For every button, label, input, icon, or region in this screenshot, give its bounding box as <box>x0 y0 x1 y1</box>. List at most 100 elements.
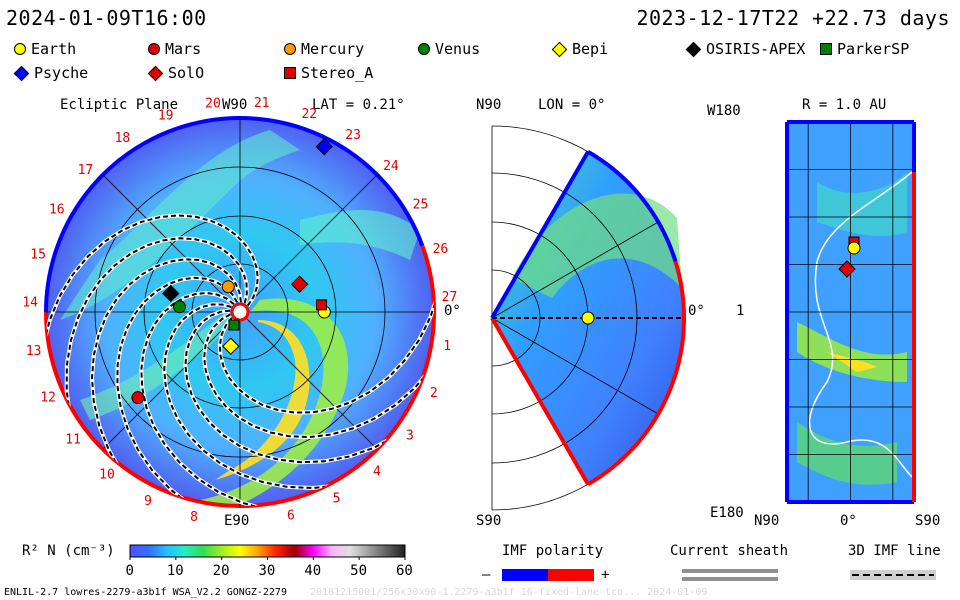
imf-line-6 <box>184 309 399 464</box>
sphere-r-label: R = 1.0 AU <box>802 97 887 113</box>
legend-label: Venus <box>435 40 481 58</box>
imf-positive-swatch <box>548 569 594 581</box>
carrington-label-8: 8 <box>190 510 198 525</box>
carrington-label-11: 11 <box>65 433 81 448</box>
carrington-label-9: 9 <box>144 494 152 509</box>
legend-label: Psyche <box>34 64 89 82</box>
legend-item-solo: SolO <box>147 64 205 82</box>
right-datetime: 2023-12-17T22 +22.73 days <box>636 6 950 30</box>
cme-core <box>215 320 310 480</box>
meridional-edge-negative <box>490 150 590 320</box>
imf-negative-swatch <box>502 569 548 581</box>
meridional-radial <box>491 317 659 415</box>
ecliptic-lat-label: LAT = 0.21° <box>312 97 405 113</box>
ecliptic-body-mercury <box>221 280 235 294</box>
colorbar-tick-50: 50 <box>350 563 368 579</box>
carrington-label-23: 23 <box>345 128 361 143</box>
carrington-label-2: 2 <box>430 386 438 401</box>
carrington-label-6: 6 <box>287 509 295 524</box>
legend-label: ParkerSP <box>837 40 910 58</box>
meridional-rim-negative <box>586 149 678 262</box>
imf-line-2 <box>90 258 242 475</box>
legend-label: OSIRIS-APEX <box>706 40 806 58</box>
colorbar-label: R² N (cm⁻³) <box>22 543 115 559</box>
carrington-label-21: 21 <box>254 96 270 111</box>
sun-marker <box>230 302 250 322</box>
carrington-label-10: 10 <box>99 468 115 483</box>
legend-label: Mars <box>165 40 202 58</box>
carrington-label-24: 24 <box>383 159 399 174</box>
meridional-top-label: N90 <box>476 97 502 113</box>
carrington-label-13: 13 <box>26 344 42 359</box>
ecliptic-body-stereo-a <box>316 299 328 311</box>
legend-item-osiris-apex: OSIRIS-APEX <box>685 40 806 58</box>
carrington-label-3: 3 <box>406 428 414 443</box>
ecliptic-rim-negative <box>44 116 425 313</box>
footer-right: 20181215001/256x30x90-1.2279-a3b1f 16-fi… <box>310 587 708 598</box>
imf-line-7 <box>203 313 434 439</box>
carrington-label-5: 5 <box>333 492 341 507</box>
current-sheath-label: Current sheath <box>670 543 789 559</box>
imf-line-0 <box>46 214 259 347</box>
ecliptic-title: Ecliptic Plane <box>60 97 179 113</box>
circle-marker-icon <box>14 43 26 55</box>
colorbar-tick-30: 30 <box>258 563 276 579</box>
imf-line-3 <box>116 276 239 506</box>
imf-minus-label: – <box>482 567 491 583</box>
carrington-label-25: 25 <box>413 198 429 213</box>
imf-line-5 <box>163 303 341 490</box>
sphere-feature-2 <box>827 352 877 372</box>
imf-line-1 <box>65 237 248 419</box>
ecliptic-right-label: 0° <box>444 303 461 319</box>
ecliptic-body-osiris-apex <box>162 284 180 303</box>
legend-item-psyche: Psyche <box>13 64 89 82</box>
legend-item-bepi: Bepi <box>551 40 608 58</box>
ecliptic-body-mars <box>131 391 145 405</box>
meridional-body-earth <box>581 311 595 325</box>
sphere-feature-3 <box>797 422 897 485</box>
legend-label: Earth <box>31 40 77 58</box>
carrington-label-18: 18 <box>115 131 131 146</box>
colorbar-tick-40: 40 <box>304 563 322 579</box>
meridional-rim-positive <box>586 260 686 487</box>
ecliptic-bottom-label: E90 <box>224 513 250 529</box>
ecliptic-body-parkersp <box>228 319 240 331</box>
colorbar-tick-20: 20 <box>212 563 230 579</box>
legend-item-earth: Earth <box>14 40 76 58</box>
sphere-xtick-mid: 0° <box>840 513 857 529</box>
ecliptic-body-solo <box>290 275 309 293</box>
sphere-xtick-left: N90 <box>754 513 780 529</box>
legend-item-mars: Mars <box>148 40 201 58</box>
meridional-bottom-label: S90 <box>476 513 502 529</box>
carrington-label-15: 15 <box>30 247 46 262</box>
cme-density-band <box>170 298 349 506</box>
legend-label: Mercury <box>301 40 365 58</box>
legend-item-stereo-a: Stereo_A <box>284 64 373 82</box>
sphere-bottom-left: E180 <box>710 505 744 521</box>
sphere-feature-1 <box>797 322 907 382</box>
sphere-xtick-right: S90 <box>915 513 941 529</box>
carrington-label-27: 27 <box>442 290 458 305</box>
square-marker-icon <box>820 43 832 55</box>
carrington-label-14: 14 <box>22 295 38 310</box>
legend-label: SolO <box>168 64 205 82</box>
imf-plus-label: + <box>601 567 610 583</box>
ecliptic-body-venus <box>173 300 187 314</box>
meridional-lon-label: LON = 0° <box>538 97 606 113</box>
sphere-neutral-line <box>808 171 913 478</box>
imf-polarity-label: IMF polarity <box>502 543 604 559</box>
colorbar-tick-0: 0 <box>125 563 134 579</box>
imf-line-swatch-bg <box>850 570 936 580</box>
imf-line-label: 3D IMF line <box>848 543 941 559</box>
circle-marker-icon <box>284 43 296 55</box>
current-sheath-swatch-2 <box>682 577 778 581</box>
carrington-label-16: 16 <box>49 202 65 217</box>
carrington-label-26: 26 <box>433 242 449 257</box>
current-sheath-swatch-1 <box>682 569 778 573</box>
legend-label: Stereo_A <box>301 64 374 82</box>
meridional-ring-1 <box>491 269 541 367</box>
square-marker-icon <box>284 67 296 79</box>
colorbar <box>129 544 406 558</box>
carrington-label-17: 17 <box>78 163 94 178</box>
